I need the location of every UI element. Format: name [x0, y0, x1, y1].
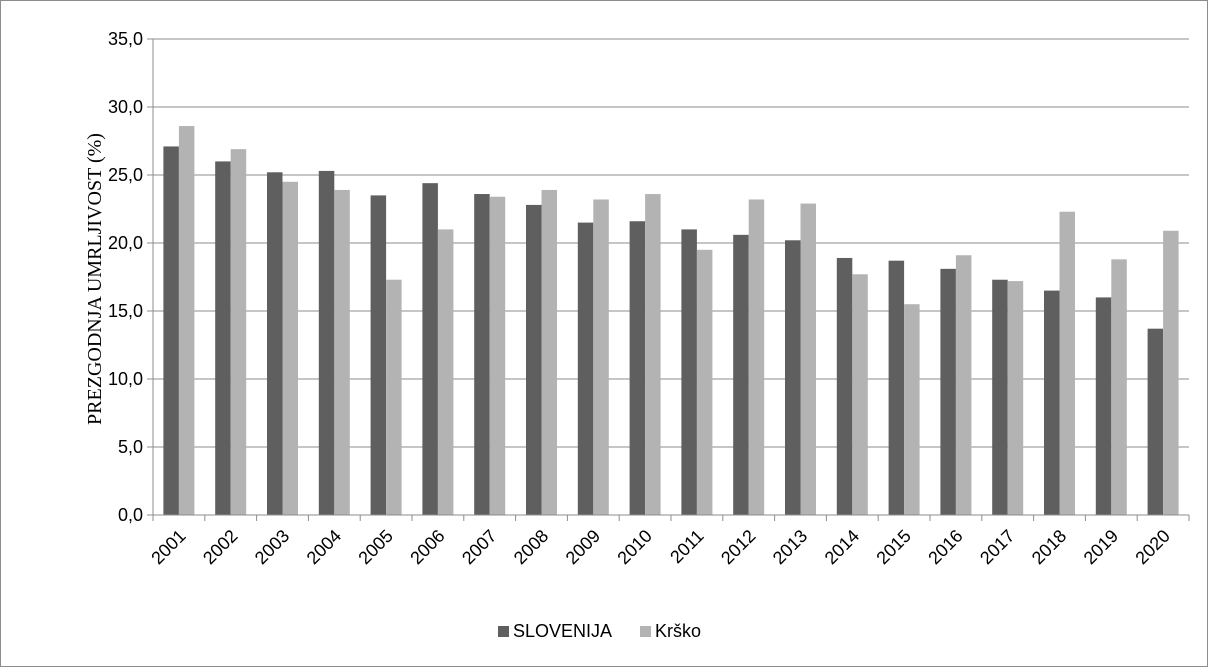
bar-krsko-2001	[178, 126, 195, 515]
x-tick-labels: 2001 2002 2003 2004 2005 2006 2007 2008 2009 2010…	[147, 526, 1174, 568]
x-tick-label: 2020	[1131, 526, 1173, 568]
bar-krsko-2004	[334, 189, 350, 515]
x-tick-label: 2017	[976, 526, 1018, 568]
bar-krsko-2019	[1111, 259, 1127, 515]
x-tick-label: 2019	[1080, 526, 1122, 568]
x-tick-label: 2009	[562, 526, 604, 568]
bar-slovenija-2004	[318, 170, 335, 516]
x-tick-label: 2003	[251, 526, 293, 568]
bar-slovenija-2005	[370, 195, 387, 515]
y-tick-label: 35,0	[108, 29, 143, 49]
x-tick-label: 2008	[510, 526, 552, 568]
x-tick-label: 2013	[769, 526, 811, 568]
legend-swatch-krsko	[640, 626, 651, 637]
x-tick-label: 2001	[147, 526, 189, 568]
y-tick-label: 5,0	[118, 437, 143, 457]
x-tick-label: 2014	[821, 526, 863, 568]
y-tick-label: 15,0	[108, 301, 143, 321]
legend-label-krsko: Krško	[655, 621, 701, 641]
bar-slovenija-2012	[733, 234, 749, 515]
x-tick-label: 2011	[666, 526, 708, 568]
axes	[147, 38, 1190, 521]
bar-slovenija-2013	[785, 240, 801, 515]
bar-krsko-2002	[230, 149, 247, 515]
bar-slovenija-2020	[1147, 328, 1164, 515]
x-tick-label: 2016	[924, 526, 966, 568]
bar-slovenija-2016	[940, 268, 956, 515]
bar-krsko-2003	[282, 181, 298, 516]
bar-krsko-2014	[852, 274, 868, 515]
bar-krsko-2015	[904, 304, 920, 515]
bar-krsko-2006	[437, 229, 454, 515]
y-tick-label: 10,0	[108, 369, 143, 389]
bar-krsko-2020	[1163, 230, 1179, 515]
bar-slovenija-2002	[215, 161, 231, 515]
bar-slovenija-2017	[992, 279, 1008, 515]
bar-krsko-2016	[955, 255, 972, 516]
y-tick-label: 20,0	[108, 233, 143, 253]
x-tick-label: 2012	[717, 526, 759, 568]
y-tick-label: 30,0	[108, 97, 143, 117]
bar-slovenija-2003	[267, 172, 283, 515]
x-tick-label: 2018	[1028, 526, 1070, 568]
x-tick-label: 2005	[354, 526, 396, 568]
x-tick-label: 2015	[872, 526, 914, 568]
bar-krsko-2012	[748, 199, 765, 516]
legend-swatch-slovenija	[498, 626, 509, 637]
x-tick-label: 2004	[303, 526, 345, 568]
y-tick-labels: 0,0 5,0 10,0 15,0 20,0 25,0 30,0 35,0	[108, 29, 143, 525]
bar-slovenija-2011	[681, 229, 697, 515]
bar-krsko-2018	[1059, 211, 1075, 515]
x-tick-label: 2007	[458, 526, 500, 568]
bar-slovenija-2015	[888, 260, 905, 515]
bar-slovenija-2009	[577, 222, 594, 515]
bar-krsko-2011	[696, 249, 713, 516]
legend-label-slovenija: SLOVENIJA	[513, 621, 612, 641]
bar-slovenija-2019	[1095, 297, 1112, 515]
bar-slovenija-2006	[422, 183, 438, 515]
bar-slovenija-2014	[836, 257, 853, 515]
bar-krsko-2013	[800, 203, 816, 515]
bar-slovenija-2008	[526, 204, 542, 516]
bar-slovenija-2018	[1044, 290, 1060, 515]
bar-krsko-2017	[1007, 281, 1024, 515]
legend: SLOVENIJA Krško	[498, 621, 701, 641]
x-tick-label: 2010	[613, 526, 655, 568]
bar-krsko-2007	[489, 196, 506, 515]
bar-krsko-2005	[386, 279, 402, 515]
bars	[163, 126, 1179, 516]
x-tick-label: 2002	[199, 526, 241, 568]
bar-krsko-2010	[645, 194, 661, 516]
bar-slovenija-2001	[163, 146, 179, 515]
bar-krsko-2009	[593, 199, 609, 516]
x-tick-label: 2006	[406, 526, 448, 568]
y-axis-label: PREZGODNJA UMRLJIVOST (%)	[84, 133, 106, 425]
y-tick-label: 25,0	[108, 165, 143, 185]
y-tick-label: 0,0	[118, 505, 143, 525]
gridlines	[153, 38, 1189, 448]
bar-slovenija-2010	[629, 221, 646, 516]
bar-slovenija-2007	[474, 194, 490, 516]
bar-krsko-2008	[541, 189, 557, 515]
